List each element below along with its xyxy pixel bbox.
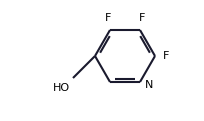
Text: F: F (163, 51, 169, 61)
Text: N: N (145, 80, 153, 90)
Text: F: F (105, 13, 111, 23)
Text: HO: HO (53, 83, 70, 93)
Text: F: F (139, 13, 145, 23)
